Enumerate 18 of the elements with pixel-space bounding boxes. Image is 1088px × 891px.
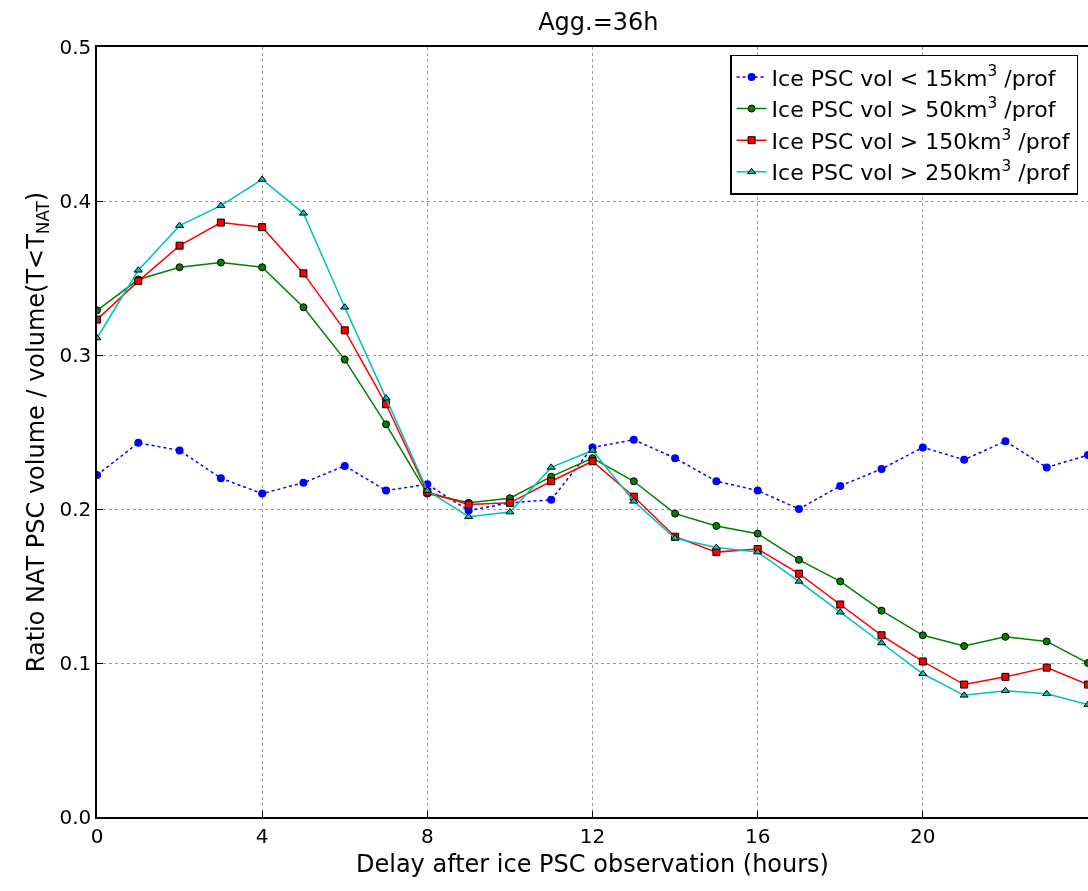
x-axis-title: Delay after ice PSC observation (hours) [356,849,829,878]
chart-title: Agg.=36h [538,8,659,37]
legend-label: Ice PSC vol > 150km$^{3}$ /prof [771,125,1071,154]
x-tick-label: 16 [744,823,771,848]
y-tick-label: 0.3 [59,343,92,367]
x-tick-label: 4 [255,823,269,848]
legend-label: Ice PSC vol < 15km$^{3}$ /prof [771,62,1057,91]
y-tick-label: 0.5 [59,35,92,59]
legend-label: Ice PSC vol > 250km$^{3}$ /prof [771,157,1071,186]
y-tick-label: 0.2 [59,497,92,521]
legend-label: Ice PSC vol > 50km$^{3}$ /prof [771,93,1057,123]
x-tick-label: 20 [910,823,936,848]
y-tick-label: 0.4 [59,189,92,213]
x-tick-label: 0 [90,823,104,848]
y-tick-label: 0.1 [59,651,92,675]
x-tick-label: 12 [579,823,606,848]
y-tick-label: 0.0 [59,805,92,829]
x-tick-label: 8 [420,823,434,848]
